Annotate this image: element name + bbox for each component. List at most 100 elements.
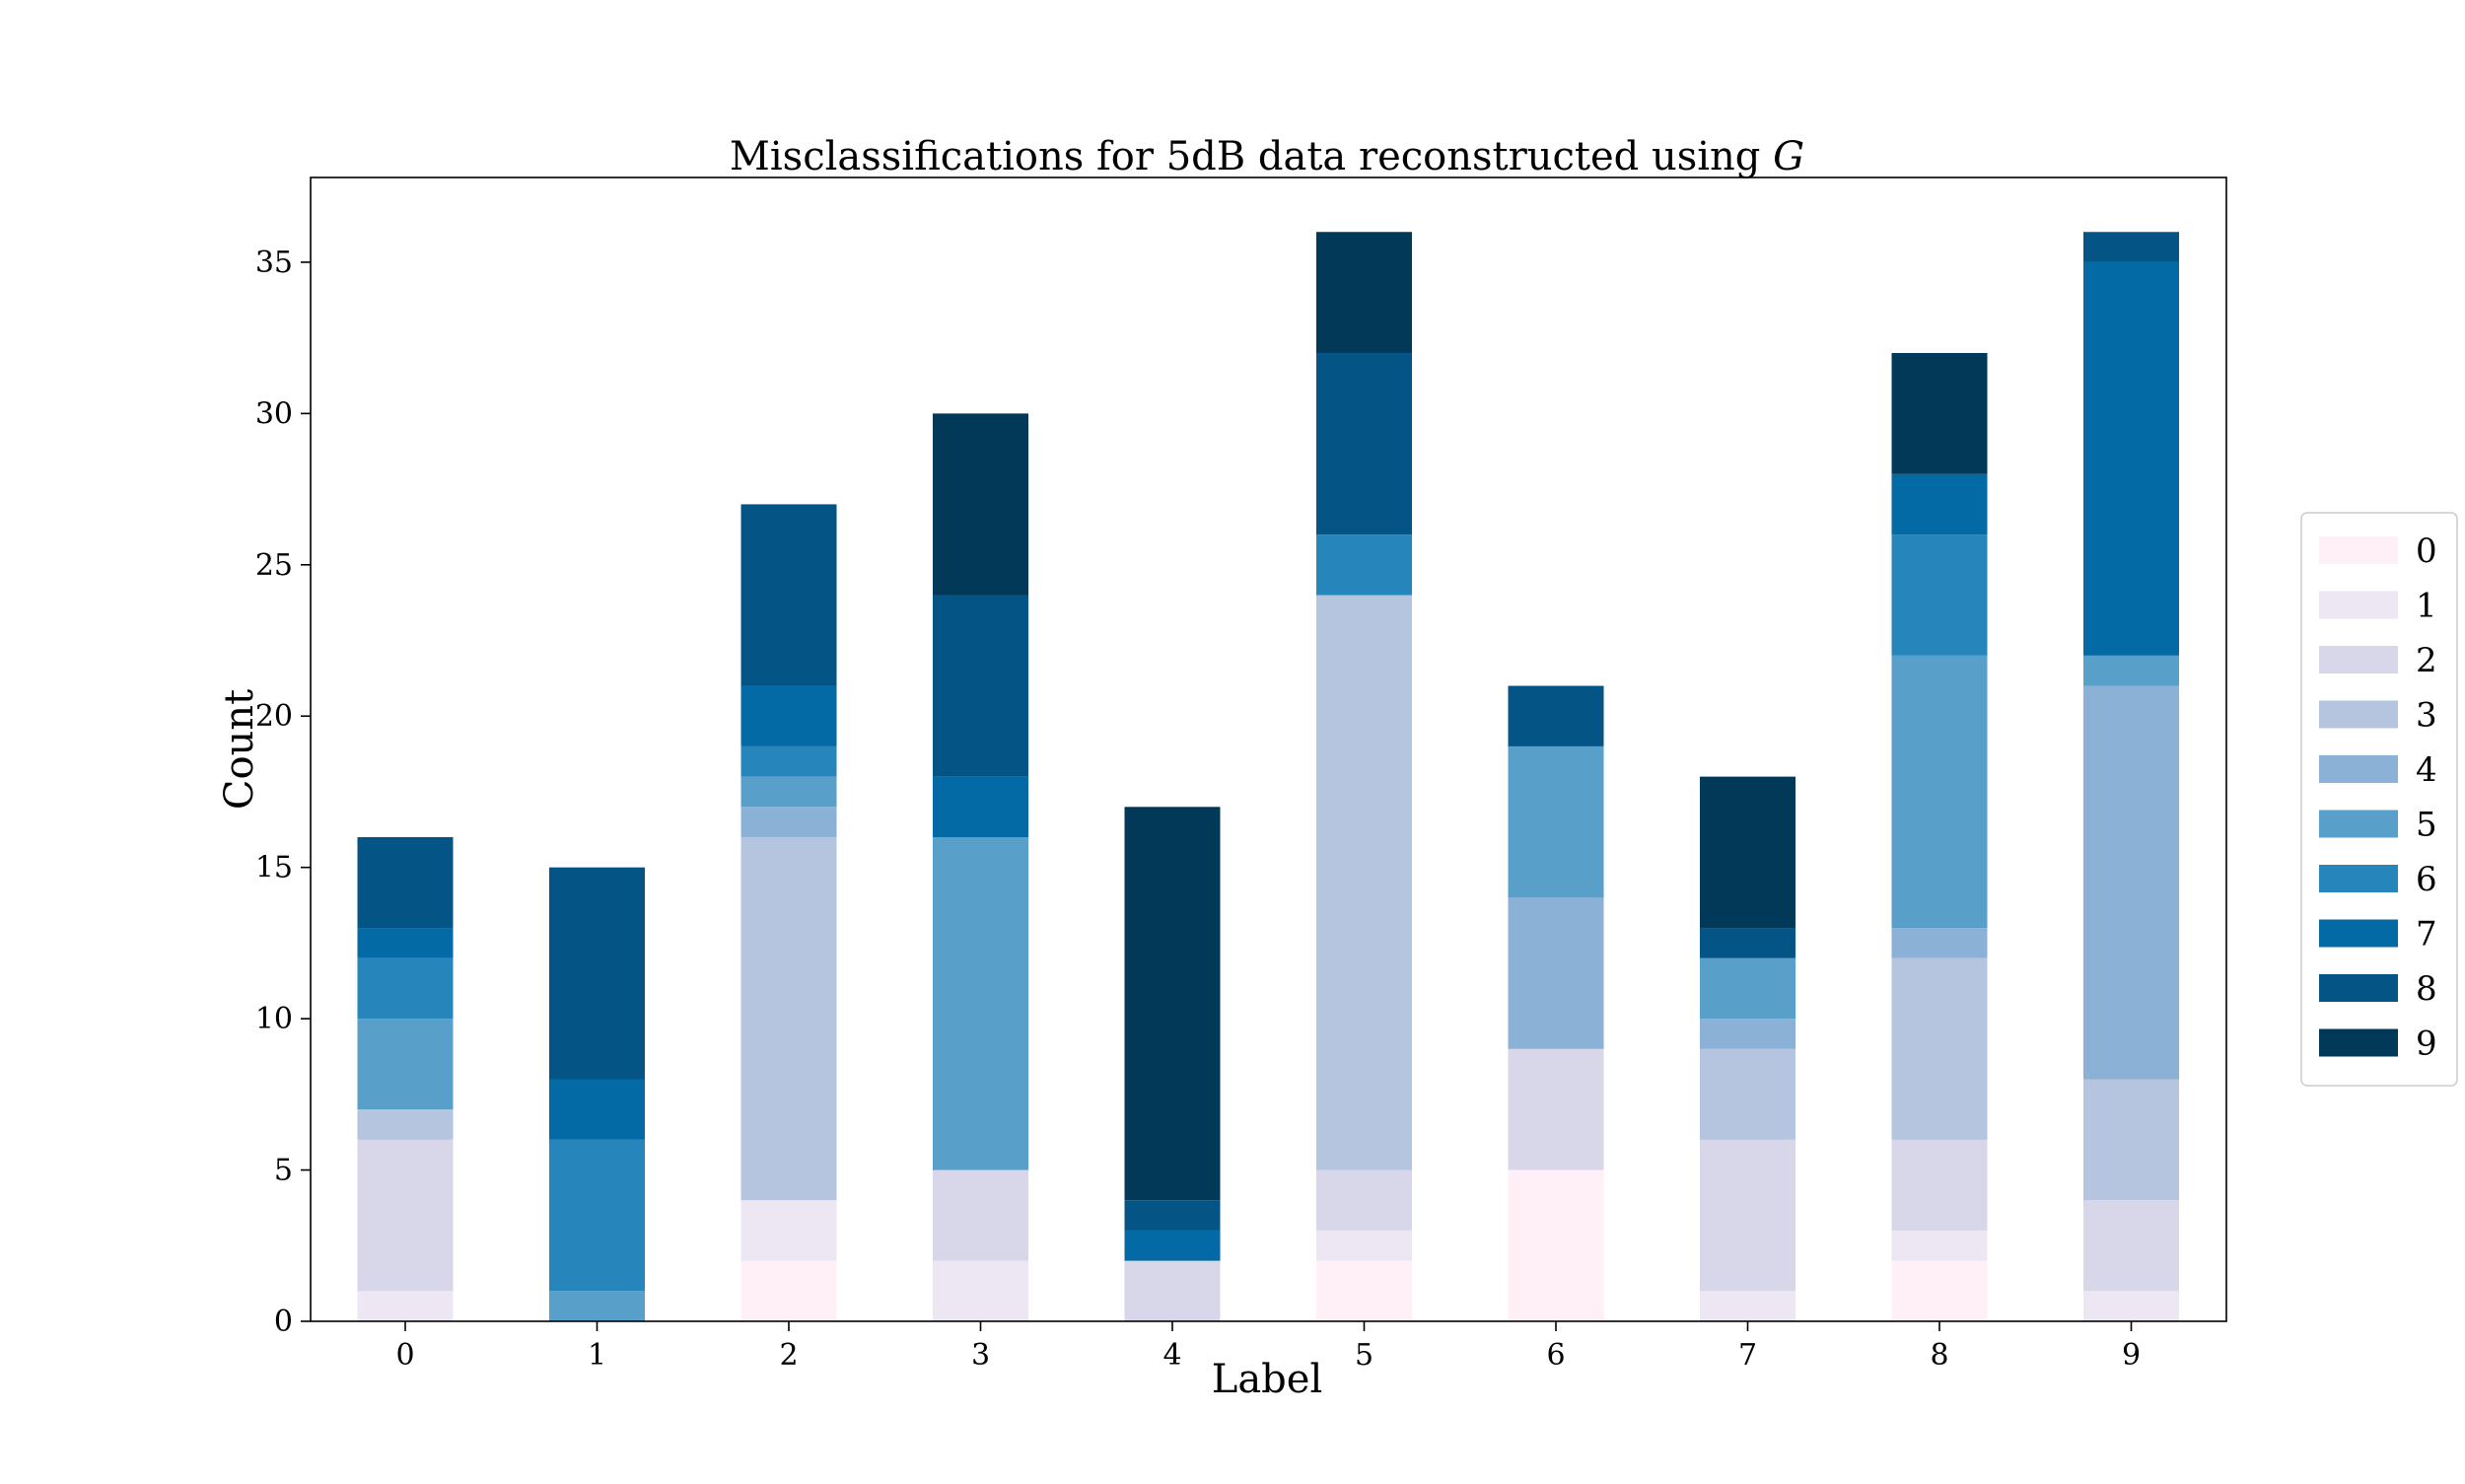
axes-layer: 0 5 10 15 20 25 30 35 0 1 2 3 4 5 6 7 8 9	[255, 177, 2227, 1373]
bar-segment-5-3	[1316, 595, 1412, 1170]
legend-swatch-8	[2319, 974, 2398, 1002]
bar-segment-3-9	[933, 413, 1028, 596]
x-tick-label-3: 3	[971, 1338, 990, 1373]
bar-segment-3-8	[933, 595, 1028, 777]
y-tick-label-30: 30	[255, 396, 293, 431]
legend-label-6: 6	[2416, 860, 2437, 899]
bar-segment-0-8	[357, 836, 454, 929]
bar-segment-9-1	[2083, 1291, 2179, 1321]
x-tick-label-1: 1	[588, 1338, 606, 1373]
bar-segment-5-6	[1316, 534, 1412, 596]
y-tick-label-20: 20	[255, 699, 293, 734]
x-tick-label-7: 7	[1738, 1338, 1757, 1373]
bar-segment-2-0	[740, 1260, 837, 1321]
y-tick-label-15: 15	[255, 851, 293, 885]
y-tick-label-0: 0	[274, 1305, 293, 1339]
legend-label-2: 2	[2416, 641, 2437, 680]
bar-segment-9-4	[2083, 685, 2179, 1080]
chart-title-italic: G	[1773, 134, 1804, 179]
legend-swatch-0	[2319, 536, 2398, 564]
bar-segment-2-8	[740, 504, 837, 686]
legend-swatch-1	[2319, 591, 2398, 619]
bar-segment-2-7	[740, 685, 837, 746]
bar-segment-7-9	[1700, 776, 1796, 929]
x-tick-label-5: 5	[1355, 1338, 1373, 1373]
bar-segment-2-6	[740, 745, 837, 777]
legend: 0 1 2 3 4 5 6 7 8 9	[2300, 512, 2458, 1087]
y-axis-label: Count	[217, 689, 262, 810]
bar-segment-2-5	[740, 776, 837, 808]
bar-segment-8-5	[1891, 655, 1988, 929]
bar-segment-9-2	[2083, 1200, 2179, 1292]
plot-frame	[310, 177, 2227, 1322]
bar-segment-5-8	[1316, 352, 1412, 535]
bar-segment-4-9	[1124, 807, 1221, 1201]
bar-segment-6-2	[1508, 1048, 1604, 1170]
bar-segment-5-0	[1316, 1260, 1412, 1321]
bar-segment-8-1	[1891, 1230, 1988, 1261]
bar-segment-3-2	[933, 1169, 1028, 1261]
x-tick-label-8: 8	[1930, 1338, 1948, 1373]
bar-segment-0-5	[357, 1019, 454, 1110]
bar-segment-7-2	[1700, 1139, 1796, 1292]
bar-segment-8-3	[1891, 957, 1988, 1140]
bar-segment-2-3	[740, 836, 837, 1201]
legend-swatch-3	[2319, 700, 2398, 729]
legend-label-4: 4	[2416, 750, 2437, 790]
bar-segment-2-1	[740, 1200, 837, 1261]
bar-segment-2-4	[740, 807, 837, 837]
bar-segment-6-5	[1508, 745, 1604, 898]
legend-swatch-6	[2319, 865, 2398, 892]
bar-segment-5-9	[1316, 232, 1412, 353]
x-tick-label-2: 2	[779, 1338, 798, 1373]
bar-segment-3-1	[933, 1260, 1028, 1321]
legend-label-5: 5	[2416, 806, 2437, 845]
bar-segment-4-2	[1124, 1260, 1221, 1321]
legend-label-7: 7	[2416, 915, 2437, 954]
y-tick-label-25: 25	[255, 548, 293, 583]
x-tick-label-9: 9	[2122, 1338, 2141, 1373]
legend-label-1: 1	[2416, 587, 2437, 626]
bar-segment-8-9	[1891, 352, 1988, 474]
bar-segment-7-5	[1700, 957, 1796, 1020]
y-tick-label-10: 10	[255, 1002, 293, 1036]
bar-segment-3-5	[933, 836, 1028, 1170]
chart-title: Misclassifications for 5dB data reconstr…	[730, 134, 1804, 179]
bar-segment-1-7	[549, 1079, 645, 1140]
y-tick-label-5: 5	[274, 1154, 293, 1188]
legend-label-8: 8	[2416, 969, 2437, 1009]
legend-swatch-4	[2319, 755, 2398, 783]
bars-layer	[357, 232, 2179, 1321]
bar-segment-6-8	[1508, 685, 1604, 746]
y-tick-label-35: 35	[255, 246, 293, 280]
bar-segment-8-4	[1891, 928, 1988, 958]
bar-segment-7-1	[1700, 1291, 1796, 1321]
bar-segment-9-8	[2083, 232, 2179, 262]
bar-segment-0-1	[357, 1291, 454, 1321]
x-tick-label-4: 4	[1162, 1338, 1181, 1373]
x-tick-label-0: 0	[395, 1338, 414, 1373]
bar-segment-7-8	[1700, 928, 1796, 958]
x-axis-label: Label	[1212, 1357, 1322, 1402]
bar-segment-8-7	[1891, 473, 1988, 535]
bar-segment-1-8	[549, 867, 645, 1080]
bar-segment-9-5	[2083, 655, 2179, 686]
bar-segment-5-1	[1316, 1230, 1412, 1261]
chart-title-text: Misclassifications for 5dB data reconstr…	[730, 134, 1760, 179]
legend-swatch-9	[2319, 1028, 2398, 1057]
bar-segment-8-2	[1891, 1139, 1988, 1231]
legend-label-3: 3	[2416, 696, 2437, 736]
bar-segment-0-2	[357, 1139, 454, 1292]
bar-segment-9-3	[2083, 1079, 2179, 1201]
bar-segment-0-6	[357, 957, 454, 1020]
x-tick-label-6: 6	[1546, 1338, 1565, 1373]
bar-segment-4-7	[1124, 1230, 1221, 1261]
legend-swatch-5	[2319, 810, 2398, 838]
legend-label-0: 0	[2416, 531, 2437, 571]
bar-segment-0-7	[357, 928, 454, 958]
legend-swatch-7	[2319, 919, 2398, 948]
bar-segment-1-5	[549, 1291, 645, 1321]
legend-label-9: 9	[2416, 1025, 2437, 1064]
